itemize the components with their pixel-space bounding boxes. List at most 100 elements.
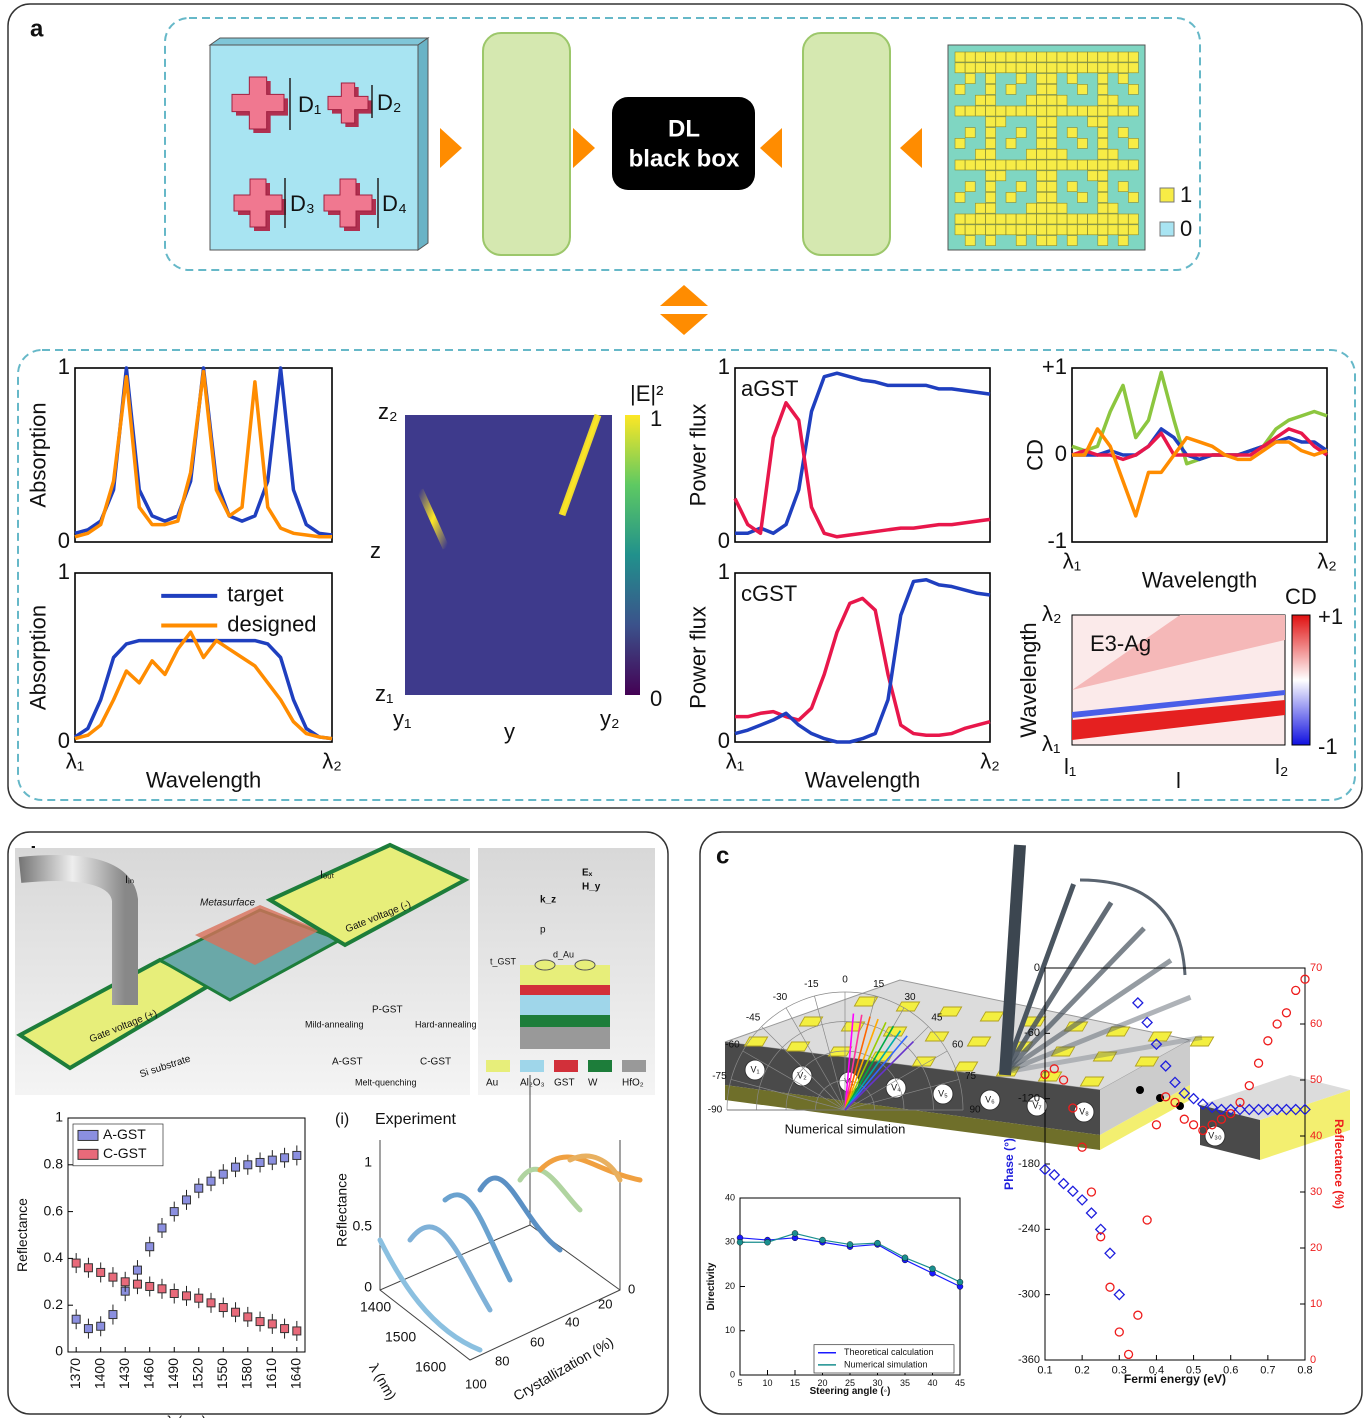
- pixel: [975, 62, 986, 74]
- theta-tick-label: 75: [965, 1071, 977, 1082]
- point: [874, 1239, 881, 1247]
- pixel: [1046, 170, 1058, 182]
- pixel: [1117, 105, 1129, 117]
- pixel: [1036, 73, 1047, 84]
- pixel: [975, 213, 986, 225]
- beam-direction: [844, 1021, 887, 1111]
- gate-pad: [953, 1061, 979, 1072]
- point: [1178, 1087, 1191, 1100]
- steer-arc: [1079, 878, 1187, 976]
- gate-pad: [1189, 1036, 1215, 1047]
- pixel: [964, 105, 976, 117]
- device-label: Iᵢₙ: [125, 874, 134, 886]
- gate-pad: [937, 1006, 963, 1017]
- cd-band: [1072, 700, 1285, 740]
- material-label: W: [588, 1078, 598, 1089]
- cd-region: [1072, 615, 1285, 690]
- pixel: [1066, 235, 1078, 246]
- pixel: [1128, 84, 1139, 95]
- beam: [1004, 1034, 1203, 1075]
- pixel: [964, 127, 976, 138]
- voltage-label: V₈: [1079, 1106, 1089, 1116]
- legend-swatch: [1159, 221, 1175, 237]
- voltage-node: [1026, 1095, 1048, 1117]
- point: [1057, 1177, 1070, 1190]
- x-tick-label: 1520: [189, 1358, 205, 1389]
- pixel: [1066, 51, 1078, 63]
- beam-direction: [844, 1013, 855, 1111]
- y-tick-label: 0: [730, 1369, 735, 1379]
- point: [1131, 996, 1144, 1009]
- point: [1123, 1349, 1134, 1360]
- gate-pad: [1105, 1026, 1131, 1037]
- y-tick-label: -240: [1018, 1223, 1040, 1235]
- beam: [1003, 926, 1146, 1074]
- point: [1280, 1103, 1293, 1116]
- voltage-node: [1204, 1125, 1226, 1147]
- pixel: [1097, 73, 1109, 84]
- point: [901, 1254, 909, 1261]
- beam-direction: [844, 1014, 863, 1111]
- point: [1261, 1103, 1274, 1116]
- point: [1150, 1038, 1163, 1051]
- beam-direction: [844, 1041, 914, 1111]
- box: [194, 1183, 204, 1193]
- material-swatch: [520, 1060, 544, 1072]
- point: [1187, 1092, 1200, 1105]
- polar-spoke: [814, 995, 846, 1111]
- pixel: [995, 170, 1007, 182]
- pixel: [1036, 235, 1047, 246]
- x-tick-label: λ₂: [1317, 549, 1337, 574]
- y-tick-label: z₂: [378, 399, 398, 424]
- pixel: [995, 62, 1007, 74]
- plot-title: Experiment: [375, 1111, 456, 1128]
- pixel: [1128, 51, 1139, 63]
- pixel: [1046, 235, 1058, 246]
- point: [1215, 1103, 1228, 1116]
- pixel: [985, 94, 996, 106]
- parameter-box: [482, 32, 571, 256]
- legend-label: 1: [1180, 182, 1192, 207]
- box: [206, 1176, 216, 1186]
- box: [231, 1307, 241, 1317]
- device-label: d_Au: [553, 949, 574, 959]
- point: [819, 1236, 826, 1244]
- y-tick-label: 20: [725, 1281, 735, 1291]
- pixel: [1005, 51, 1017, 63]
- box: [145, 1281, 155, 1291]
- beam-direction: [844, 1016, 871, 1111]
- point: [1291, 985, 1301, 996]
- pixel: [1077, 192, 1088, 203]
- point: [1216, 1114, 1227, 1124]
- incident-beam: [999, 844, 1026, 1076]
- pixel: [975, 94, 986, 106]
- pixel: [1046, 159, 1058, 171]
- box: [194, 1293, 204, 1303]
- device-label: p: [540, 925, 546, 936]
- pixel: [1128, 62, 1139, 74]
- pixel: [1026, 105, 1037, 117]
- polar-spoke: [761, 1026, 846, 1111]
- pixel: [1046, 62, 1058, 74]
- pixel: [1056, 94, 1068, 106]
- pixel: [1046, 84, 1058, 95]
- wire: [18, 855, 138, 1005]
- box: [218, 1169, 228, 1179]
- x-tick-label: 40: [565, 1314, 579, 1329]
- pixel: [1036, 105, 1047, 117]
- pixel: [1036, 213, 1047, 225]
- plot-title: Numerical simulation: [785, 1121, 906, 1136]
- y-tick-label: 0.6: [44, 1202, 64, 1218]
- pixel: [1066, 224, 1078, 236]
- box: [108, 1272, 118, 1282]
- point: [1068, 1103, 1078, 1113]
- pixel: [1036, 202, 1047, 214]
- x-tick-label: 30: [872, 1378, 882, 1388]
- y-axis-label: Reflectance: [14, 1198, 30, 1272]
- x-tick-label: λ₂: [322, 749, 342, 774]
- panel-label: a: [30, 15, 44, 42]
- pixel: [1077, 105, 1088, 117]
- pixel: [1056, 224, 1068, 236]
- pixel: [954, 51, 966, 63]
